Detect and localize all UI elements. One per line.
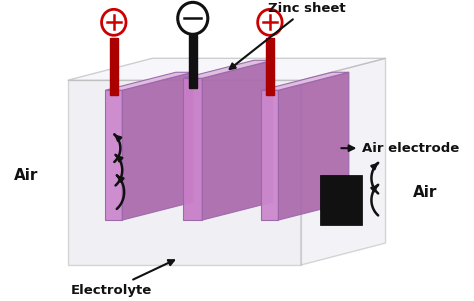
- Polygon shape: [202, 60, 273, 220]
- Polygon shape: [183, 60, 273, 78]
- Polygon shape: [320, 175, 362, 225]
- Bar: [266, 38, 273, 95]
- Polygon shape: [278, 72, 349, 220]
- Polygon shape: [68, 80, 301, 265]
- Polygon shape: [262, 90, 278, 220]
- Text: Air: Air: [413, 185, 437, 200]
- Polygon shape: [183, 78, 202, 220]
- Polygon shape: [68, 58, 385, 80]
- Text: Zinc sheet: Zinc sheet: [230, 2, 346, 69]
- Text: Air: Air: [14, 168, 38, 183]
- Polygon shape: [262, 72, 349, 90]
- Text: Air electrode: Air electrode: [341, 142, 459, 155]
- Polygon shape: [301, 58, 385, 265]
- Text: Electrolyte: Electrolyte: [70, 260, 174, 296]
- Polygon shape: [105, 72, 193, 90]
- Bar: [110, 38, 118, 95]
- Bar: [189, 35, 198, 88]
- Polygon shape: [105, 90, 122, 220]
- Polygon shape: [122, 72, 193, 220]
